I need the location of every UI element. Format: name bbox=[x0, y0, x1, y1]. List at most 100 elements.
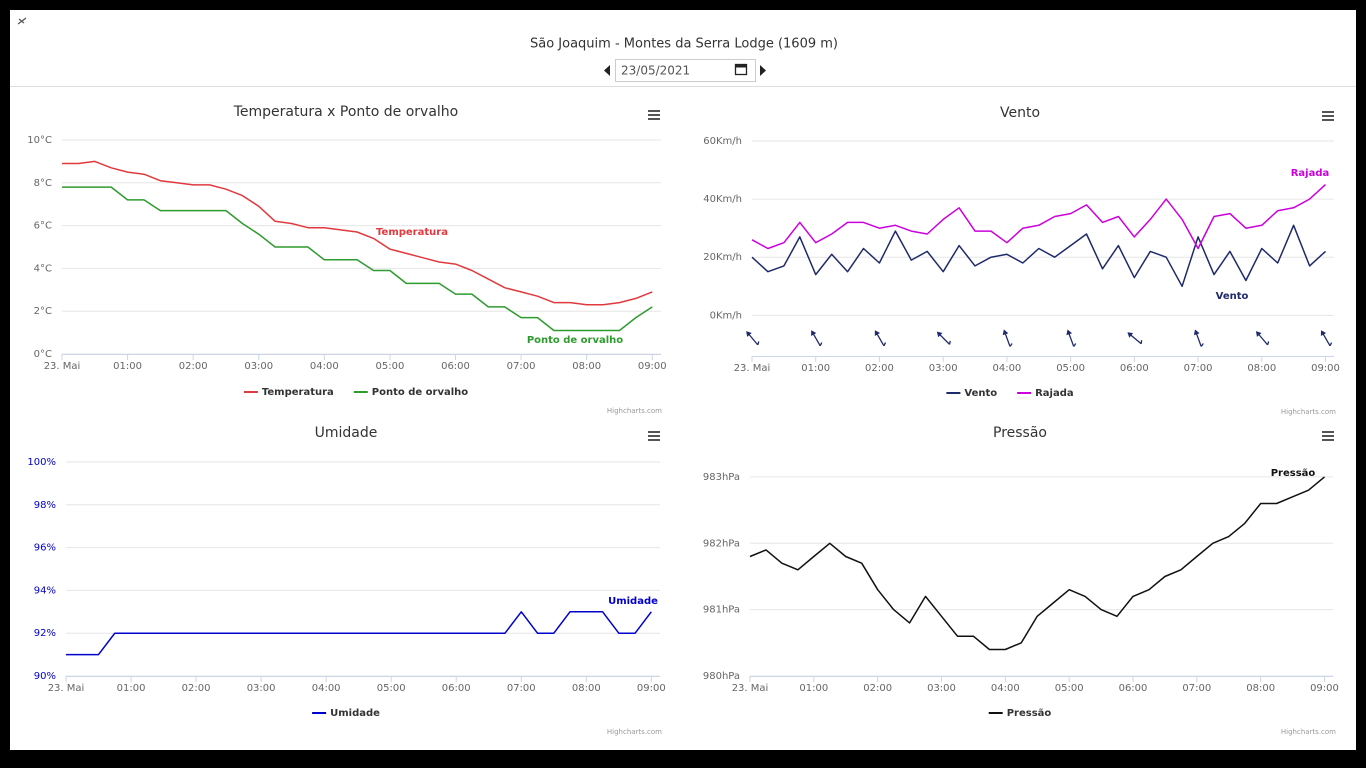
x-tick-label: 06:00 bbox=[1120, 363, 1149, 374]
wind-arrow bbox=[1002, 329, 1013, 347]
y-tick-label: 6°C bbox=[34, 221, 52, 232]
calendar-icon[interactable] bbox=[734, 63, 748, 76]
x-tick-label: 01:00 bbox=[113, 361, 142, 372]
x-tick-label: 08:00 bbox=[572, 361, 601, 372]
arrow-head bbox=[746, 331, 752, 337]
x-tick-label: 23. Mai bbox=[48, 683, 85, 694]
series-label: Temperatura bbox=[376, 227, 448, 238]
next-day[interactable] bbox=[760, 65, 766, 76]
date-value: 23/05/2021 bbox=[621, 64, 690, 78]
legend-item[interactable]: Temperatura bbox=[243, 387, 334, 398]
arrow-tail bbox=[1266, 341, 1270, 346]
legend-label: Umidade bbox=[330, 708, 380, 719]
y-tick-label: 96% bbox=[34, 543, 56, 554]
wind-arrow bbox=[1320, 330, 1333, 347]
arrow-head bbox=[874, 330, 880, 337]
series-line bbox=[749, 476, 1325, 651]
y-tick-label: 100% bbox=[27, 457, 56, 468]
legend-item[interactable]: Pressão bbox=[988, 708, 1052, 719]
x-tick-label: 05:00 bbox=[376, 361, 405, 372]
series-line bbox=[751, 184, 1327, 250]
series-label: Pressão bbox=[1271, 468, 1316, 479]
x-tick-label: 03:00 bbox=[244, 361, 273, 372]
y-tick-label: 983hPa bbox=[703, 472, 740, 483]
y-tick-label: 98% bbox=[34, 500, 56, 511]
arrow-tail bbox=[1329, 342, 1333, 347]
menu-bar bbox=[648, 110, 660, 112]
x-tick-label: 08:00 bbox=[572, 683, 601, 694]
series-line bbox=[62, 186, 653, 332]
chart-menu[interactable] bbox=[1322, 431, 1334, 441]
date-input[interactable] bbox=[615, 59, 756, 82]
legend-label: Temperatura bbox=[262, 387, 334, 398]
y-tick-label: 0Km/h bbox=[710, 310, 742, 321]
x-tick-label: 01:00 bbox=[117, 683, 146, 694]
menu-bar bbox=[1322, 435, 1334, 437]
y-tick-label: 982hPa bbox=[703, 538, 740, 549]
wind-arrow bbox=[746, 331, 760, 346]
legend-item[interactable]: Rajada bbox=[1017, 388, 1074, 399]
wind-arrow bbox=[1127, 332, 1143, 345]
menu-bar bbox=[648, 439, 660, 441]
y-tick-label: 92% bbox=[34, 628, 56, 639]
x-tick-label: 07:00 bbox=[507, 683, 536, 694]
credits: Highcharts.com bbox=[607, 407, 662, 415]
arrow-head bbox=[1066, 329, 1073, 336]
menu-bar bbox=[648, 114, 660, 116]
legend-item[interactable]: Vento bbox=[946, 388, 997, 399]
chart-menu[interactable] bbox=[648, 110, 660, 120]
chart-menu[interactable] bbox=[648, 431, 660, 441]
menu-bar bbox=[1322, 115, 1334, 117]
chart-title: Temperatura x Ponto de orvalho bbox=[233, 104, 459, 120]
x-tick-label: 04:00 bbox=[991, 683, 1020, 694]
menu-bar bbox=[648, 435, 660, 437]
series-line bbox=[62, 160, 653, 306]
arrow-head bbox=[1256, 331, 1262, 337]
wind-arrow bbox=[1066, 329, 1077, 347]
chart-title: Pressão bbox=[993, 425, 1047, 441]
wind-arrow bbox=[1193, 329, 1204, 347]
legend-label: Ponto de orvalho bbox=[372, 387, 468, 398]
series-label: Rajada bbox=[1291, 168, 1330, 179]
x-tick-label: 02:00 bbox=[863, 683, 892, 694]
arrow-tail bbox=[1140, 340, 1143, 344]
credits: Highcharts.com bbox=[607, 728, 662, 736]
y-tick-label: 4°C bbox=[34, 263, 52, 274]
x-tick-label: 03:00 bbox=[929, 363, 958, 374]
menu-bar bbox=[1322, 111, 1334, 113]
x-tick-label: 01:00 bbox=[801, 363, 830, 374]
x-tick-label: 06:00 bbox=[442, 683, 471, 694]
x-tick-label: 23. Mai bbox=[732, 683, 769, 694]
y-tick-label: 60Km/h bbox=[703, 136, 742, 147]
x-tick-label: 02:00 bbox=[865, 363, 894, 374]
prev-day[interactable] bbox=[604, 65, 610, 76]
menu-bar bbox=[1322, 119, 1334, 121]
arrow-tail bbox=[1073, 343, 1077, 347]
arrow-tail bbox=[819, 342, 823, 347]
legend-label: Rajada bbox=[1035, 388, 1074, 399]
arrow-tail bbox=[1009, 343, 1013, 347]
home-icon[interactable] bbox=[17, 17, 27, 25]
wind-arrow bbox=[811, 330, 823, 347]
arrow-tail bbox=[883, 342, 887, 347]
x-tick-label: 01:00 bbox=[799, 683, 828, 694]
series-line bbox=[66, 611, 652, 656]
arrow-tail bbox=[1200, 343, 1204, 347]
legend-item[interactable]: Umidade bbox=[312, 708, 380, 719]
x-tick-label: 23. Mai bbox=[44, 361, 81, 372]
x-tick-label: 06:00 bbox=[1119, 683, 1148, 694]
legend-item[interactable]: Ponto de orvalho bbox=[353, 387, 468, 398]
x-tick-label: 07:00 bbox=[1184, 363, 1213, 374]
x-tick-label: 09:00 bbox=[638, 361, 667, 372]
chart-menu[interactable] bbox=[1322, 111, 1334, 121]
x-tick-label: 06:00 bbox=[441, 361, 470, 372]
menu-bar bbox=[1322, 431, 1334, 433]
x-tick-label: 05:00 bbox=[377, 683, 406, 694]
legend-label: Vento bbox=[964, 388, 997, 399]
chart-title: Vento bbox=[1000, 105, 1040, 121]
arrow-head bbox=[1320, 330, 1327, 337]
series-line bbox=[751, 224, 1327, 288]
menu-bar bbox=[1322, 439, 1334, 441]
y-tick-label: 981hPa bbox=[703, 605, 740, 616]
